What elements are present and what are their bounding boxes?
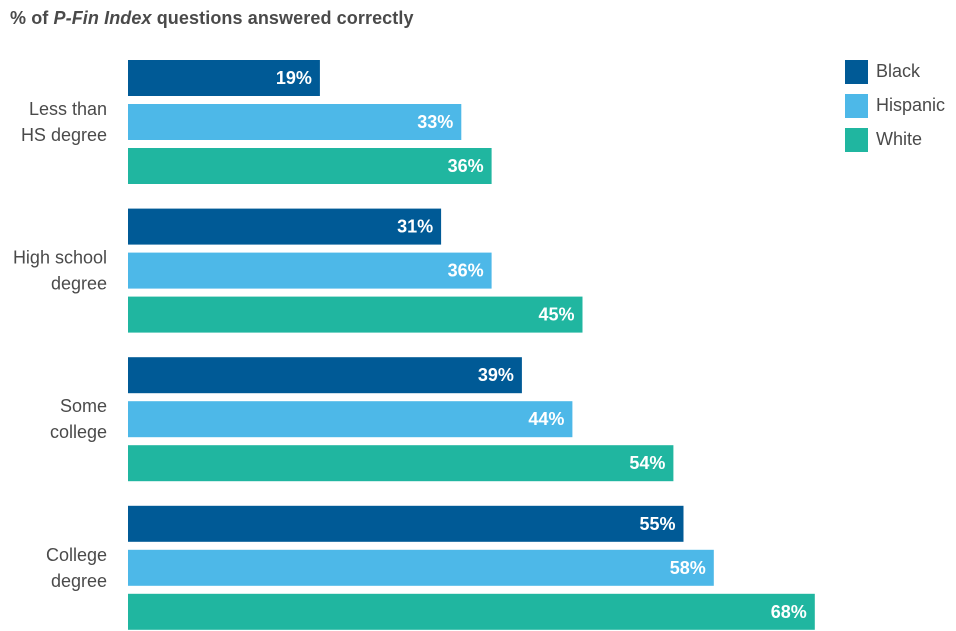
- bar-hispanic: [128, 252, 492, 289]
- bar-value-label: 58%: [670, 558, 706, 578]
- chart-title-emphasis: P-Fin Index: [53, 8, 152, 28]
- bar-value-label: 33%: [417, 112, 453, 132]
- bar-hispanic: [128, 401, 573, 438]
- legend-swatch-hispanic: [845, 94, 868, 118]
- bar-hispanic: [128, 104, 462, 140]
- category-label: High school: [13, 248, 107, 268]
- bar-value-label: 19%: [276, 68, 312, 88]
- legend-label-black: Black: [876, 61, 921, 81]
- bar-white: [128, 593, 815, 630]
- bar-value-label: 55%: [639, 514, 675, 534]
- bar-value-label: 44%: [528, 409, 564, 429]
- category-label: college: [50, 422, 107, 442]
- category-label: Less than: [29, 99, 107, 119]
- bar-black: [128, 357, 522, 394]
- bar-black: [128, 60, 320, 96]
- bar-value-label: 39%: [478, 365, 514, 385]
- legend-swatch-black: [845, 60, 868, 84]
- chart-title: % of P-Fin Index questions answered corr…: [10, 8, 414, 29]
- bar-value-label: 36%: [448, 156, 484, 176]
- bar-value-label: 54%: [629, 453, 665, 473]
- bar-white: [128, 148, 492, 184]
- bar-value-label: 31%: [397, 217, 433, 237]
- bar-black: [128, 505, 684, 542]
- category-label: degree: [51, 571, 107, 591]
- bar-value-label: 36%: [448, 261, 484, 281]
- bar-value-label: 68%: [771, 602, 807, 622]
- legend-label-white: White: [876, 129, 922, 149]
- bar-black: [128, 208, 442, 245]
- chart-title-suffix: questions answered correctly: [151, 8, 414, 28]
- bar-hispanic: [128, 549, 714, 586]
- category-label: HS degree: [21, 125, 107, 145]
- bar-white: [128, 296, 583, 333]
- chart-title-prefix: % of: [10, 8, 54, 28]
- category-label: College: [46, 545, 107, 565]
- legend-swatch-white: [845, 128, 868, 152]
- category-label: Some: [60, 396, 107, 416]
- bar-value-label: 45%: [538, 305, 574, 325]
- category-label: degree: [51, 274, 107, 294]
- legend-label-hispanic: Hispanic: [876, 95, 945, 115]
- bar-white: [128, 445, 674, 482]
